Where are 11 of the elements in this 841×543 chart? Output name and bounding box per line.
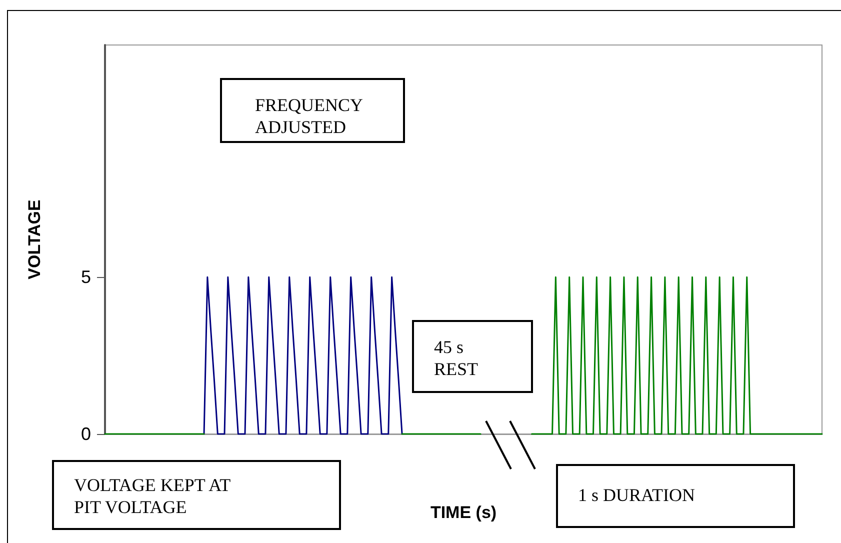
x-axis-title: TIME (s) (430, 503, 497, 522)
y-tick-label: 5 (80, 267, 91, 288)
note-box: FREQUENCY ADJUSTED (220, 78, 405, 143)
note-box: 1 s DURATION (556, 464, 795, 528)
annotation: FREQUENCY ADJUSTED (255, 94, 364, 138)
annotation: 45 s REST (434, 336, 480, 380)
note-box: 45 s REST (412, 320, 533, 393)
note-box: VOLTAGE KEPT AT PIT VOLTAGE (52, 460, 341, 530)
line-series (203, 276, 403, 435)
y-tick-label: 0 (80, 424, 91, 444)
y-axis-title: VOLTAGE (25, 200, 44, 280)
